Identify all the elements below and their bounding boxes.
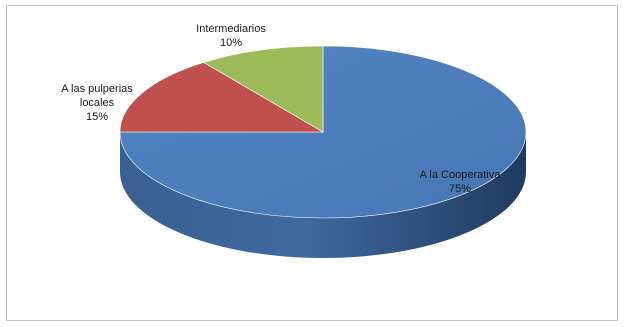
chart-area: A la Cooperativa 75% A las pulperias locale… (6, 5, 618, 321)
data-label-a-la-cooperativa: A la Cooperativa 75% (420, 169, 502, 195)
pie-slice-a-las-pulperias-locales (119, 62, 325, 133)
pie-slice-intermediarios (202, 45, 324, 133)
data-label-a-las-pulperias-locales: A las pulperias locales 15% (61, 83, 133, 123)
pie-depth (120, 132, 526, 258)
data-label-intermediarios: Intermediarios 10% (196, 23, 266, 49)
slice-side-a-la-cooperativa (120, 132, 526, 258)
pie-chart: A la Cooperativa 75% A las pulperias locale… (61, 23, 527, 258)
